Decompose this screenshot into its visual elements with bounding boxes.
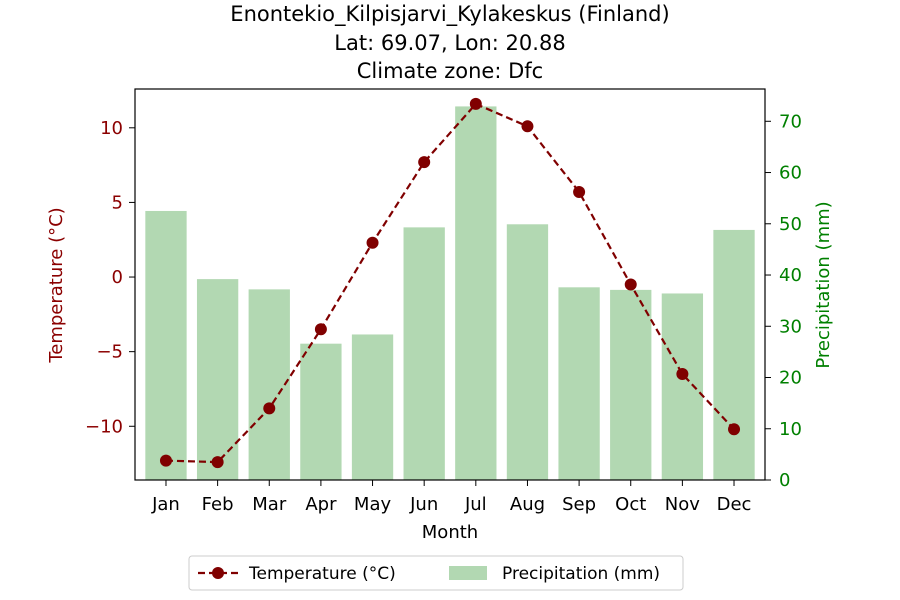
temperature-point-aug xyxy=(521,120,534,133)
x-tick-label-sep: Sep xyxy=(562,494,596,515)
precipitation-bar-apr xyxy=(300,343,342,480)
x-tick-label-oct: Oct xyxy=(615,494,646,515)
right-tick-label-5: 50 xyxy=(779,214,802,235)
legend: Temperature (°C) Precipitation (mm) xyxy=(188,555,684,591)
x-axis-ticks: Jan Feb Mar Apr May Jun Jul Aug Sep Oct Nov Dec xyxy=(151,480,751,515)
precipitation-bar-dec xyxy=(713,229,755,480)
chart-title-line-1: Enontekio_Kilpisjarvi_Kylakeskus (Finlan… xyxy=(230,2,669,27)
precipitation-bar-jan xyxy=(145,210,187,480)
temperature-line-group xyxy=(159,97,741,469)
legend-frame xyxy=(188,555,684,591)
chart-title-line-2: Lat: 69.07, Lon: 20.88 xyxy=(334,31,565,55)
precipitation-bar-jul xyxy=(455,106,497,480)
temperature-point-jul xyxy=(469,97,482,110)
precipitation-bar-sep xyxy=(558,287,600,480)
precipitation-bar-feb xyxy=(196,279,239,480)
temperature-point-nov xyxy=(676,368,689,381)
left-tick-label-2: 0 xyxy=(112,267,123,288)
x-tick-label-feb: Feb xyxy=(202,494,234,515)
precipitation-bar-oct xyxy=(610,289,652,480)
precipitation-bar-jun xyxy=(403,227,445,480)
x-tick-label-jul: Jul xyxy=(464,494,487,515)
x-tick-label-apr: Apr xyxy=(305,494,337,515)
right-axis-ticks: 0 10 20 30 40 50 60 70 xyxy=(765,111,802,491)
right-tick-label-1: 10 xyxy=(779,419,802,440)
temperature-point-apr xyxy=(314,323,327,336)
right-tick-label-4: 40 xyxy=(779,265,802,286)
temperature-point-oct xyxy=(624,278,637,291)
left-tick-label-4: 10 xyxy=(100,118,123,139)
precipitation-bar-may xyxy=(351,334,394,480)
plot-frame xyxy=(134,88,766,481)
left-tick-label-0: −10 xyxy=(85,416,123,437)
right-tick-label-2: 20 xyxy=(779,368,802,389)
chart-title-line-3: Climate zone: Dfc xyxy=(357,59,543,83)
right-tick-label-7: 70 xyxy=(779,111,802,132)
temperature-point-feb xyxy=(211,456,224,469)
temperature-line xyxy=(165,102,735,464)
left-axis-label: Temperature (°C) xyxy=(46,207,67,363)
temperature-point-sep xyxy=(573,185,586,198)
x-tick-label-mar: Mar xyxy=(252,494,287,515)
left-axis-ticks: −10 −5 0 5 10 xyxy=(85,118,135,437)
left-tick-label-3: 5 xyxy=(112,192,123,213)
x-axis-label: Month xyxy=(422,522,478,543)
x-tick-label-jun: Jun xyxy=(409,494,438,515)
chart-title: Enontekio_Kilpisjarvi_Kylakeskus (Finlan… xyxy=(230,2,669,83)
x-tick-label-nov: Nov xyxy=(665,494,700,515)
x-tick-label-may: May xyxy=(354,494,392,515)
temperature-point-dec xyxy=(728,423,741,436)
right-tick-label-3: 30 xyxy=(779,316,802,337)
legend-temperature-swatch-marker xyxy=(212,567,224,579)
precipitation-bars xyxy=(145,106,755,480)
temperature-point-mar xyxy=(263,402,276,415)
right-tick-label-0: 0 xyxy=(779,470,790,491)
legend-temperature-label: Temperature (°C) xyxy=(248,564,396,584)
temperature-point-jun xyxy=(418,156,431,169)
legend-precipitation-label: Precipitation (mm) xyxy=(502,564,660,584)
x-tick-label-aug: Aug xyxy=(510,494,545,515)
right-tick-label-6: 60 xyxy=(779,163,802,184)
x-tick-label-dec: Dec xyxy=(717,494,752,515)
precipitation-bar-nov xyxy=(661,293,704,480)
temperature-point-jan xyxy=(159,454,172,467)
x-tick-label-jan: Jan xyxy=(151,494,180,515)
precipitation-bar-mar xyxy=(248,289,290,480)
right-axis-label: Precipitation (mm) xyxy=(813,201,834,368)
left-tick-label-1: −5 xyxy=(96,342,123,363)
temperature-point-may xyxy=(366,236,379,249)
precipitation-bar-aug xyxy=(506,224,549,480)
legend-precipitation-swatch xyxy=(449,566,487,580)
